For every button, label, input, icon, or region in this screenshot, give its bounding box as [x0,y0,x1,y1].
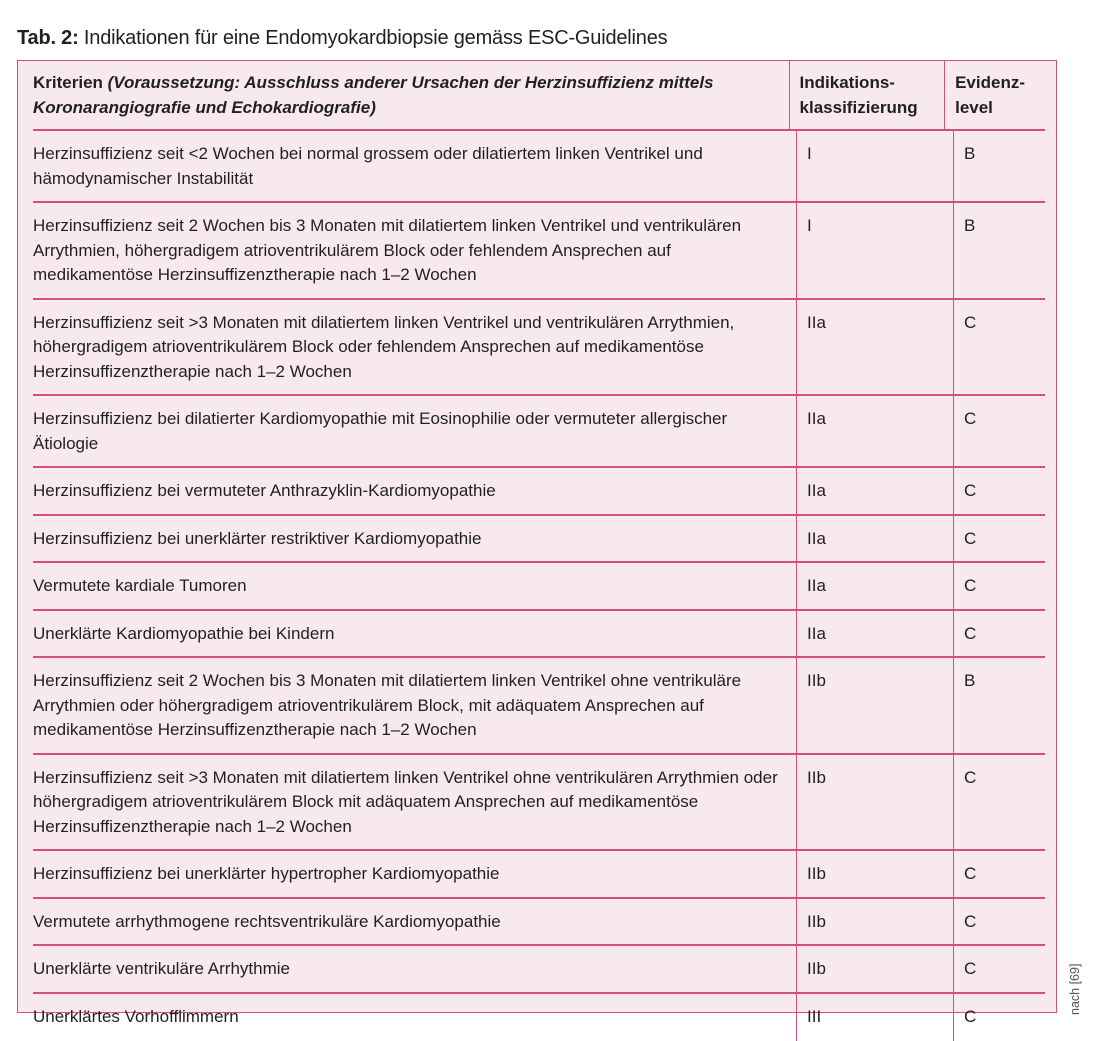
evidence-cell: C [953,563,1045,609]
header-evidence: Evidenz-level [944,61,1045,129]
criteria-cell: Unerklärte Kardiomyopathie bei Kindern [33,611,796,657]
class-cell: IIa [796,516,953,562]
criteria-cell: Herzinsuffizienz bei dilatierter Kardiom… [33,396,796,466]
source-note: nach [69] [1068,964,1082,1015]
criteria-cell: Herzinsuffizienz bei vermuteter Anthrazy… [33,468,796,514]
class-cell: IIb [796,899,953,945]
header-criteria: Kriterien (Voraussetzung: Ausschluss and… [33,61,789,129]
class-cell: IIb [796,946,953,992]
table-row: Herzinsuffizienz bei unerklärter hypertr… [33,851,1045,899]
table-caption: Tab. 2: Indikationen für eine Endomyokar… [17,27,667,50]
table-row: Herzinsuffizienz seit 2 Wochen bis 3 Mon… [33,203,1045,300]
table-row: Herzinsuffizienz bei vermuteter Anthrazy… [33,468,1045,516]
table-row: Herzinsuffizienz bei dilatierter Kardiom… [33,396,1045,468]
table-row: Herzinsuffizienz seit <2 Wochen bei norm… [33,131,1045,203]
criteria-cell: Vermutete arrhythmogene rechtsventrikulä… [33,899,796,945]
criteria-cell: Herzinsuffizienz bei unerklärter hypertr… [33,851,796,897]
header-criteria-italic: (Voraussetzung: Ausschluss anderer Ursac… [33,73,714,117]
indications-table: Kriterien (Voraussetzung: Ausschluss and… [33,61,1045,1041]
header-class: Indikations-klassifizierung [789,61,945,129]
evidence-cell: B [953,658,1045,753]
table-row: Herzinsuffizienz seit >3 Monaten mit dil… [33,300,1045,397]
criteria-cell: Herzinsuffizienz seit >3 Monaten mit dil… [33,755,796,850]
class-cell: I [796,131,953,201]
caption-label: Tab. 2: [17,27,79,49]
evidence-cell: B [953,203,1045,298]
evidence-cell: C [953,755,1045,850]
evidence-cell: C [953,899,1045,945]
class-cell: IIa [796,300,953,395]
evidence-cell: B [953,131,1045,201]
table-box: Kriterien (Voraussetzung: Ausschluss and… [17,60,1057,1013]
evidence-cell: C [953,611,1045,657]
class-cell: IIa [796,468,953,514]
evidence-cell: C [953,994,1045,1041]
class-cell: IIa [796,396,953,466]
class-cell: I [796,203,953,298]
class-cell: IIa [796,611,953,657]
class-cell: III [796,994,953,1041]
table-header-row: Kriterien (Voraussetzung: Ausschluss and… [33,61,1045,131]
table-row: Herzinsuffizienz seit 2 Wochen bis 3 Mon… [33,658,1045,755]
table-row: Vermutete arrhythmogene rechtsventrikulä… [33,899,1045,947]
table-row: Herzinsuffizienz bei unerklärter restrik… [33,516,1045,564]
caption-text: Indikationen für eine Endomyokardbiopsie… [79,27,668,49]
evidence-cell: C [953,946,1045,992]
header-criteria-bold: Kriterien [33,73,108,92]
criteria-cell: Herzinsuffizienz bei unerklärter restrik… [33,516,796,562]
evidence-cell: C [953,300,1045,395]
class-cell: IIb [796,755,953,850]
class-cell: IIb [796,851,953,897]
table-row: Herzinsuffizienz seit >3 Monaten mit dil… [33,755,1045,852]
criteria-cell: Herzinsuffizienz seit <2 Wochen bei norm… [33,131,796,201]
criteria-cell: Herzinsuffizienz seit >3 Monaten mit dil… [33,300,796,395]
criteria-cell: Vermutete kardiale Tumoren [33,563,796,609]
class-cell: IIa [796,563,953,609]
evidence-cell: C [953,851,1045,897]
evidence-cell: C [953,468,1045,514]
class-cell: IIb [796,658,953,753]
criteria-cell: Unerklärtes Vorhofflimmern [33,994,796,1041]
criteria-cell: Herzinsuffizienz seit 2 Wochen bis 3 Mon… [33,658,796,753]
evidence-cell: C [953,516,1045,562]
criteria-cell: Unerklärte ventrikuläre Arrhythmie [33,946,796,992]
criteria-cell: Herzinsuffizienz seit 2 Wochen bis 3 Mon… [33,203,796,298]
evidence-cell: C [953,396,1045,466]
